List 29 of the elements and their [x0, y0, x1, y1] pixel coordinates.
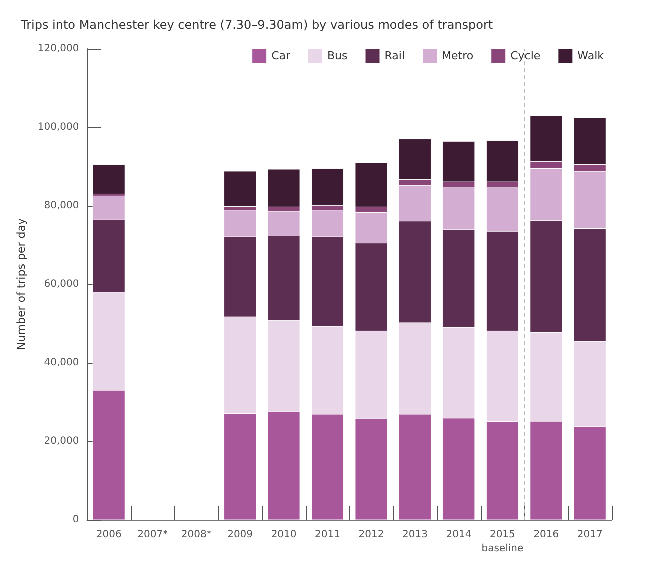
y-tick-label: 120,000: [38, 44, 80, 54]
bar: [92, 164, 126, 194]
y-tick-label: 100,000: [38, 122, 80, 133]
x-tick-label: 2015 baseline: [482, 530, 524, 554]
x-tick-label: 2014: [446, 530, 472, 540]
x-tick-label: 2006: [96, 530, 122, 540]
legend-label: Rail: [384, 50, 406, 62]
y-tick-label: 0: [72, 514, 80, 526]
x-tick-label: 2016: [534, 530, 560, 540]
x-tick-label: 2008*: [181, 530, 212, 540]
x-tick-label: 2009: [228, 530, 254, 540]
x-tick-label: 2007*: [138, 530, 168, 540]
y-tick-label: 60,000: [44, 279, 80, 290]
legend-label: Car: [272, 50, 291, 62]
y-tick-label: 40,000: [44, 358, 80, 368]
legend-label: Walk: [578, 50, 605, 62]
x-tick-label: 2010: [271, 530, 297, 540]
legend-label: Metro: [442, 50, 474, 62]
y-tick-label: 80,000: [44, 200, 80, 212]
x-tick-label: 2013: [402, 530, 428, 540]
x-tick-label: 2011: [315, 530, 340, 540]
legend-label: Bus: [328, 50, 348, 62]
y-axis-title: Number of trips per day: [15, 218, 28, 350]
y-tick-label: 20,000: [44, 436, 80, 447]
x-tick-label: 2017: [577, 530, 603, 540]
x-tick-label: 2012: [358, 530, 384, 540]
legend-label: Cycle: [510, 50, 541, 62]
chart-title: Trips into Manchester key centre (7.30–9.30am) by various modes of transport: [20, 18, 494, 32]
bar: [224, 171, 257, 208]
